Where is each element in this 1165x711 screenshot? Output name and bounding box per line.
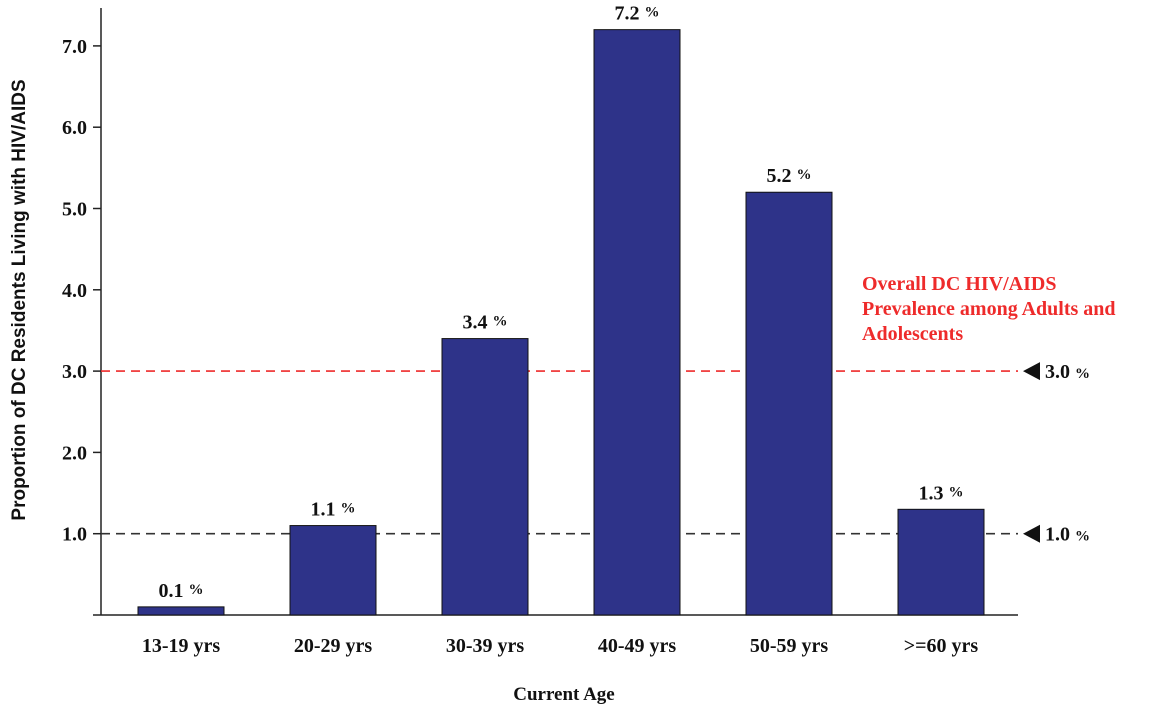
y-tick-label: 2.0 bbox=[62, 442, 87, 464]
x-tick-label: 20-29 yrs bbox=[294, 635, 373, 657]
bar bbox=[137, 606, 225, 616]
bar-value-label: 5.2 % bbox=[767, 165, 812, 187]
y-tick-label: 7.0 bbox=[62, 36, 87, 58]
x-axis-title: Current Age bbox=[513, 684, 615, 705]
reference-lines: 3.0 % 1.0 % bbox=[101, 361, 1090, 546]
bars bbox=[137, 29, 985, 616]
bar-value-label: 0.1 % bbox=[159, 580, 204, 602]
annotation-line-2: Prevalence among Adults and bbox=[862, 298, 1116, 320]
reference-line-label: 1.0 % bbox=[1045, 524, 1090, 546]
x-tick-label: 40-49 yrs bbox=[598, 635, 677, 657]
y-axis-title: Proportion of DC Residents Living with H… bbox=[9, 79, 30, 520]
y-axis: 1.0 2.0 3.0 4.0 5.0 6.0 7.0 bbox=[62, 8, 102, 616]
x-axis: 13-19 yrs 20-29 yrs 30-39 yrs 40-49 yrs 50-5… bbox=[101, 614, 1018, 657]
y-tick-label: 6.0 bbox=[62, 117, 87, 139]
y-tick-label: 5.0 bbox=[62, 199, 87, 221]
y-tick-label: 1.0 bbox=[62, 524, 87, 546]
bar bbox=[593, 29, 681, 616]
x-tick-label: 30-39 yrs bbox=[446, 635, 525, 657]
reference-marker-triangle bbox=[1023, 362, 1040, 381]
bar bbox=[441, 338, 529, 616]
bar bbox=[745, 191, 833, 616]
x-tick-label: 50-59 yrs bbox=[750, 635, 829, 657]
reference-marker-triangle bbox=[1023, 524, 1040, 543]
annotation-line-1: Overall DC HIV/AIDS bbox=[862, 273, 1056, 295]
y-tick-label: 3.0 bbox=[62, 361, 87, 383]
annotation-line-3: Adolescents bbox=[862, 323, 963, 345]
x-tick-label: 13-19 yrs bbox=[142, 635, 221, 657]
bar-value-label: 3.4 % bbox=[463, 312, 508, 334]
bar-value-label: 1.1 % bbox=[311, 499, 356, 521]
bar bbox=[289, 525, 377, 616]
bar-value-label: 7.2 % bbox=[615, 3, 660, 25]
bar-value-labels: 0.1 % 1.1 % 3.4 % 7.2 % 5.2 % 1.3 % bbox=[159, 3, 964, 602]
x-tick-label: >=60 yrs bbox=[904, 635, 979, 657]
reference-line-label: 3.0 % bbox=[1045, 361, 1090, 383]
bar bbox=[897, 508, 985, 616]
bar-value-label: 1.3 % bbox=[919, 482, 964, 504]
y-tick-label: 4.0 bbox=[62, 280, 87, 302]
prevalence-annotation: Overall DC HIV/AIDS Prevalence among Adu… bbox=[862, 273, 1116, 345]
